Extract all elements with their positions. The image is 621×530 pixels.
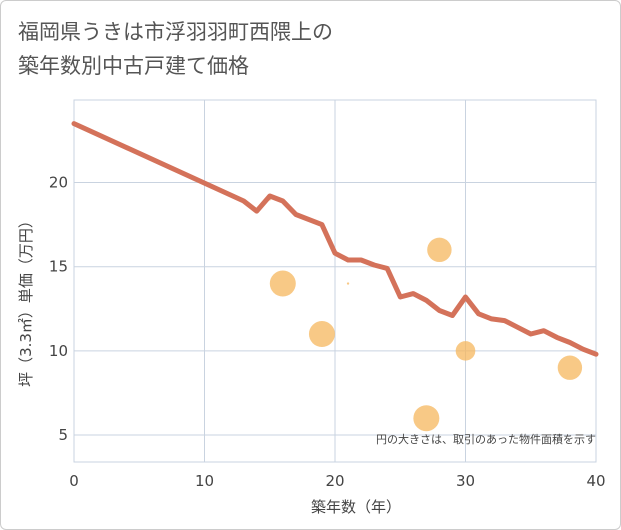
grid: [73, 99, 597, 463]
bubble-point: [413, 405, 440, 432]
y-tick-label: 15: [49, 258, 68, 276]
bubble-point: [557, 355, 583, 380]
x-tick-label: 20: [325, 472, 344, 490]
bubble-series: [268, 198, 583, 432]
chart-title-line-1: 福岡県うきは市浮羽羽町西隈上の: [18, 20, 333, 44]
chart-title-line-2: 築年数別中古戸建て価格: [18, 54, 249, 78]
y-tick-label: 20: [49, 174, 68, 192]
line-series: [71, 121, 599, 357]
bubble-point: [427, 237, 452, 263]
bubble-point: [455, 341, 476, 361]
bubble-point: [308, 321, 335, 348]
x-tick-label: 30: [456, 472, 475, 490]
y-axis-label: 坪（3.3㎡）単価（万円）: [17, 213, 35, 387]
x-tick-label: 10: [195, 472, 214, 490]
x-tick-label: 0: [69, 472, 79, 490]
bubble-point: [269, 270, 296, 297]
bubble-point: [346, 282, 350, 285]
x-tick-label: 40: [586, 472, 605, 490]
tick-labels: 0 10 20 30 40 5 10 15 20: [49, 174, 606, 490]
x-axis-label: 築年数（年）: [311, 498, 401, 516]
y-tick-label: 5: [58, 426, 68, 444]
chart-title: 福岡県うきは市浮羽羽町西隈上の 築年数別中古戸建て価格: [18, 15, 333, 83]
bubble-size-note: 円の大きさは、取引のあった物件面積を示す: [376, 432, 596, 446]
price-trend-line: [71, 121, 599, 357]
y-tick-label: 10: [49, 342, 68, 360]
